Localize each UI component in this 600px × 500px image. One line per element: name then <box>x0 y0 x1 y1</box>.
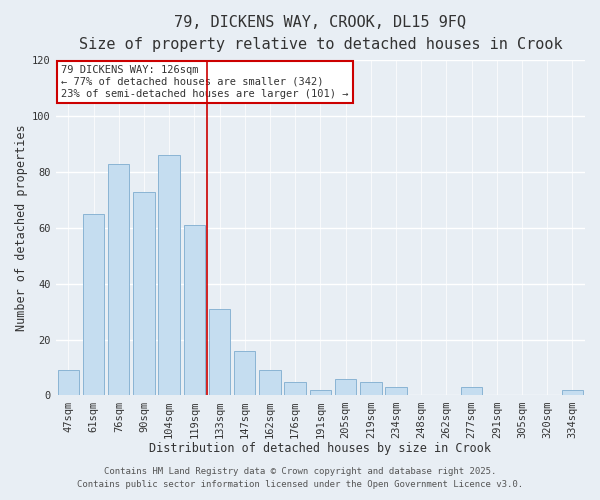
Bar <box>234 351 256 396</box>
Bar <box>360 382 382 396</box>
Y-axis label: Number of detached properties: Number of detached properties <box>15 124 28 331</box>
Bar <box>184 225 205 396</box>
Bar <box>133 192 155 396</box>
Title: 79, DICKENS WAY, CROOK, DL15 9FQ
Size of property relative to detached houses in: 79, DICKENS WAY, CROOK, DL15 9FQ Size of… <box>79 15 562 52</box>
Bar <box>461 387 482 396</box>
X-axis label: Distribution of detached houses by size in Crook: Distribution of detached houses by size … <box>149 442 491 455</box>
Bar <box>335 378 356 396</box>
Bar <box>158 156 180 396</box>
Bar <box>58 370 79 396</box>
Bar <box>284 382 306 396</box>
Bar <box>385 387 407 396</box>
Bar <box>562 390 583 396</box>
Bar <box>209 309 230 396</box>
Bar <box>310 390 331 396</box>
Text: Contains HM Land Registry data © Crown copyright and database right 2025.
Contai: Contains HM Land Registry data © Crown c… <box>77 468 523 489</box>
Bar <box>83 214 104 396</box>
Bar <box>108 164 130 396</box>
Bar <box>259 370 281 396</box>
Text: 79 DICKENS WAY: 126sqm
← 77% of detached houses are smaller (342)
23% of semi-de: 79 DICKENS WAY: 126sqm ← 77% of detached… <box>61 66 349 98</box>
